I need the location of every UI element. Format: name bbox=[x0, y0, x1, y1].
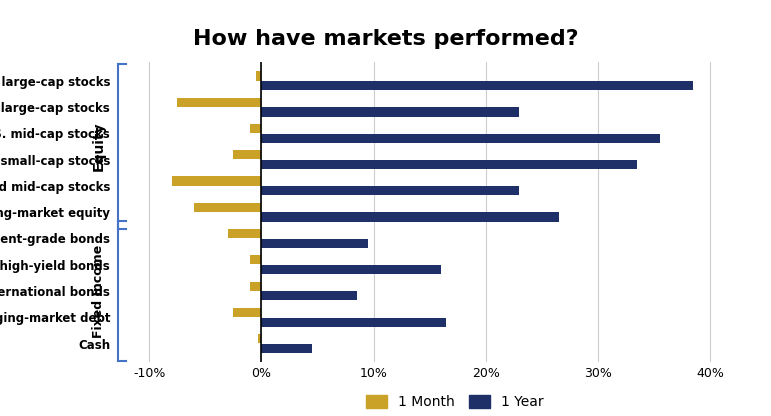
Bar bbox=[261, 344, 312, 353]
Text: Fixed Income: Fixed Income bbox=[92, 244, 105, 338]
Bar bbox=[251, 124, 261, 133]
Bar bbox=[251, 255, 261, 265]
Bar bbox=[258, 334, 261, 343]
Bar bbox=[261, 317, 446, 327]
Bar bbox=[261, 213, 559, 222]
Bar bbox=[172, 176, 261, 186]
Bar bbox=[261, 239, 368, 248]
Bar bbox=[261, 134, 659, 143]
Bar bbox=[256, 71, 261, 81]
Bar bbox=[194, 203, 261, 212]
Bar bbox=[177, 98, 261, 107]
Bar bbox=[234, 150, 261, 159]
Bar bbox=[261, 265, 441, 274]
Text: Equity: Equity bbox=[92, 122, 106, 171]
Legend: 1 Month, 1 Year: 1 Month, 1 Year bbox=[361, 390, 549, 415]
Bar bbox=[261, 291, 357, 300]
Bar bbox=[251, 282, 261, 291]
Bar bbox=[261, 186, 520, 196]
Bar bbox=[261, 160, 637, 169]
Bar bbox=[234, 308, 261, 317]
Bar bbox=[261, 81, 693, 90]
Bar bbox=[227, 229, 261, 238]
Bar bbox=[261, 107, 520, 116]
Text: How have markets performed?: How have markets performed? bbox=[193, 29, 578, 49]
